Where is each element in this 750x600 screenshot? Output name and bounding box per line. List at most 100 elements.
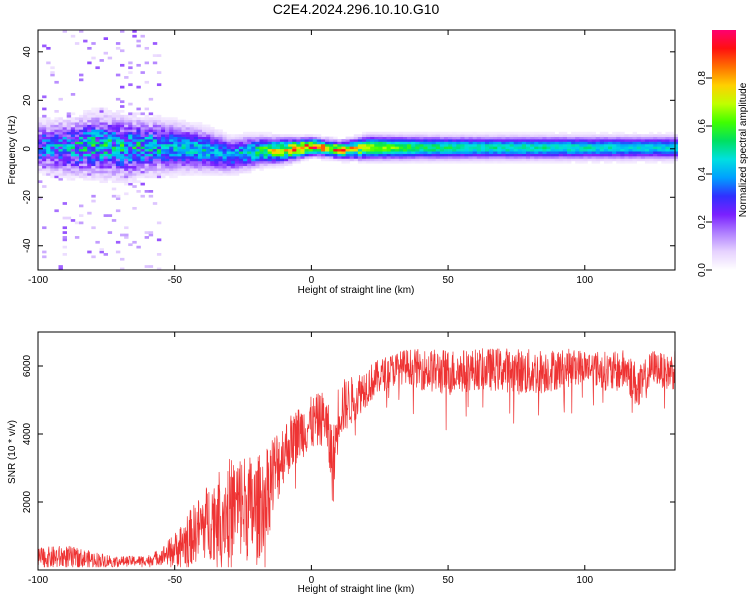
spectrogram-cell: [152, 139, 158, 142]
spectrogram-cell: [345, 160, 350, 164]
spectrogram-cell: [99, 168, 104, 171]
spectrogram-cell: [58, 126, 63, 130]
spectrogram-cell: [111, 163, 117, 167]
spectrogram-cell: [87, 141, 92, 145]
spectrogram-cell: [50, 66, 55, 70]
spectrogram-cell: [173, 151, 178, 154]
spectrogram-cell: [669, 141, 674, 145]
spectrogram-cell: [657, 146, 662, 150]
spectrogram-cell: [550, 146, 556, 150]
spectrogram-cell: [530, 131, 535, 135]
spectrogram-cell: [210, 153, 215, 157]
spectrogram-cell: [427, 134, 432, 137]
spectrogram-cell: [263, 148, 268, 152]
spectrogram-cell: [140, 163, 145, 167]
spectrogram-cell: [275, 146, 281, 150]
spectrogram-cell: [267, 151, 273, 154]
spectrogram-cell: [497, 148, 502, 152]
spectrogram-cell: [353, 158, 359, 162]
spectrogram-cell: [230, 139, 236, 142]
spectrogram-cell: [591, 148, 597, 152]
spectrogram-cell: [476, 131, 482, 135]
spectrogram-cell: [238, 165, 244, 169]
spectrogram-cell: [526, 141, 531, 145]
spectrogram-cell: [538, 143, 543, 147]
spectrogram-cell: [579, 156, 584, 159]
spectrogram-cell: [435, 156, 441, 159]
spectrogram-cell: [567, 158, 572, 162]
spectrogram-cell: [87, 61, 92, 65]
spectrogram-cell: [144, 134, 150, 137]
spectrogram-cell: [554, 148, 560, 152]
spectrogram-cell: [152, 119, 158, 123]
spectrogram-cell: [407, 136, 412, 140]
spectrogram-cell: [402, 148, 408, 152]
spectrogram-cell: [669, 158, 674, 162]
spectrogram-cell: [673, 156, 679, 159]
spectrogram-cell: [87, 170, 92, 174]
spectrogram-cell: [636, 143, 642, 147]
spectrogram-cell: [181, 124, 186, 128]
spectrogram-cell: [210, 136, 215, 140]
spectrogram-cell: [464, 136, 469, 140]
spectrogram-cell: [636, 146, 642, 150]
spectrogram-cell: [132, 163, 137, 167]
spectrogram-cell: [300, 158, 305, 162]
spectrogram-cell: [665, 134, 670, 137]
spectrogram-cell: [222, 156, 227, 159]
spectrogram-cell: [115, 122, 121, 125]
spectrogram-cell: [148, 170, 154, 174]
spectrogram-cell: [595, 143, 601, 147]
spectrogram-cell: [107, 122, 113, 125]
spectrogram-cell: [226, 163, 232, 167]
spectrogram-cell: [251, 148, 256, 152]
spectrogram-cell: [103, 165, 109, 169]
spectrogram-cell: [234, 143, 240, 147]
spectrogram-cell: [583, 134, 588, 137]
spectrogram-cell: [603, 143, 609, 147]
spectrogram-cell: [325, 151, 330, 154]
spectrogram-cell: [99, 139, 104, 142]
spectrogram-cell: [152, 143, 158, 147]
spectrogram-cell: [181, 122, 186, 125]
spectrogram-cell: [644, 156, 650, 159]
spectrogram-cell: [620, 143, 625, 147]
spectrogram-cell: [66, 153, 72, 157]
spectrogram-cell: [435, 136, 441, 140]
spectrogram-cell: [103, 168, 109, 171]
spectrogram-cell: [103, 112, 109, 116]
spectrogram-cell: [156, 139, 162, 142]
spectrogram-cell: [74, 158, 80, 162]
spectrogram-cell: [603, 156, 609, 159]
spectrogram-cell: [144, 173, 150, 176]
spectrogram-cell: [169, 141, 174, 145]
spectrogram-cell: [50, 136, 55, 140]
spectrogram-cell: [206, 151, 211, 154]
spectrogram-cell: [124, 173, 129, 176]
spectrogram-cell: [513, 148, 519, 152]
spectrogram-cell: [628, 139, 633, 142]
spectrogram-cell: [636, 134, 642, 137]
spectrogram-cell: [275, 136, 281, 140]
spectrogram-cell: [66, 175, 72, 179]
spectrogram-cell: [374, 148, 379, 152]
spectrogram-cell: [255, 143, 260, 147]
spectrogram-cell: [222, 131, 227, 135]
spectrogram-cell: [484, 146, 490, 150]
spectrogram-cell: [58, 122, 63, 125]
spectrogram-cell: [214, 160, 219, 164]
spectrogram-cell: [554, 158, 560, 162]
spectrogram-cell: [124, 168, 129, 171]
spectrogram-cell: [255, 151, 260, 154]
spectrogram-cell: [279, 139, 285, 142]
spectrogram-cell: [95, 117, 100, 120]
spectrogram-cell: [136, 124, 141, 128]
spectrogram-cell: [111, 124, 117, 128]
spectrogram-cell: [558, 156, 564, 159]
colorbar: 0.00.20.40.60.8 Normalized spectral ampl…: [697, 30, 749, 277]
spectrogram-cell: [243, 153, 248, 157]
spectrogram-cell: [66, 112, 72, 116]
spectrogram-cell: [632, 160, 638, 164]
spectrogram-cell: [579, 141, 584, 145]
spectrogram-cell: [489, 146, 494, 150]
